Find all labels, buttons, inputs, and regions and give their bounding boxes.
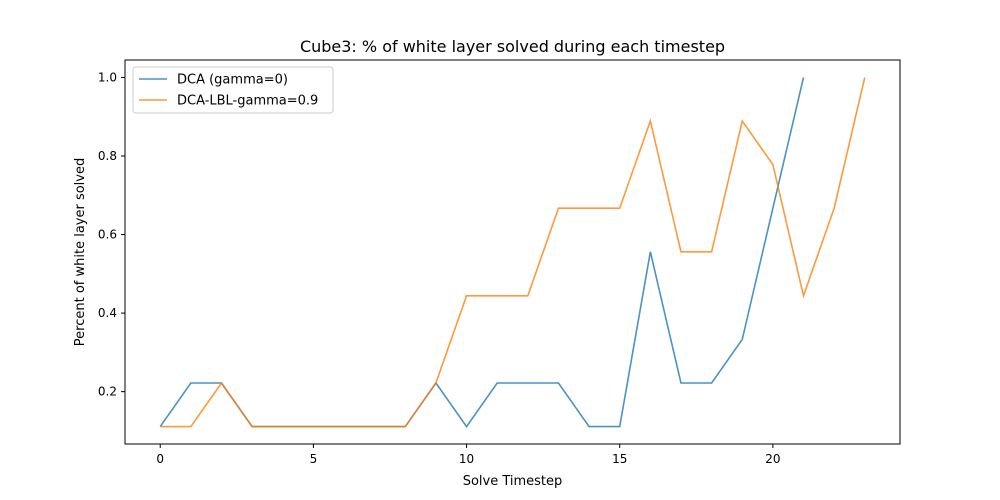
legend: DCA (gamma=0) DCA-LBL-gamma=0.9: [132, 66, 334, 114]
y-tick-label: 0.8: [98, 149, 117, 163]
legend-entry: DCA (gamma=0): [177, 73, 288, 88]
x-tick-label: 10: [459, 452, 474, 466]
x-axis-label: Solve Timestep: [463, 474, 563, 489]
plot-area: [159, 77, 866, 428]
chart-title: Cube3: % of white layer solved during ea…: [300, 37, 725, 56]
series-line-2: [160, 77, 866, 428]
legend-entry: DCA-LBL-gamma=0.9: [177, 94, 318, 109]
x-tick-label: 5: [310, 452, 318, 466]
y-axis: 0.2 0.4 0.6 0.8 1.0: [98, 70, 125, 399]
legend-box: [132, 66, 334, 114]
y-tick-label: 0.4: [98, 306, 117, 320]
y-tick-label: 1.0: [98, 70, 117, 84]
x-tick-label: 0: [156, 452, 164, 466]
y-tick-label: 0.2: [98, 385, 117, 399]
y-tick-label: 0.6: [98, 228, 117, 242]
plot-frame: [124, 59, 901, 445]
x-tick-label: 15: [612, 452, 627, 466]
x-axis: 0 5 10 15 20: [156, 444, 781, 466]
y-axis-label: Percent of white layer solved: [73, 158, 88, 346]
x-tick-label: 20: [765, 452, 780, 466]
